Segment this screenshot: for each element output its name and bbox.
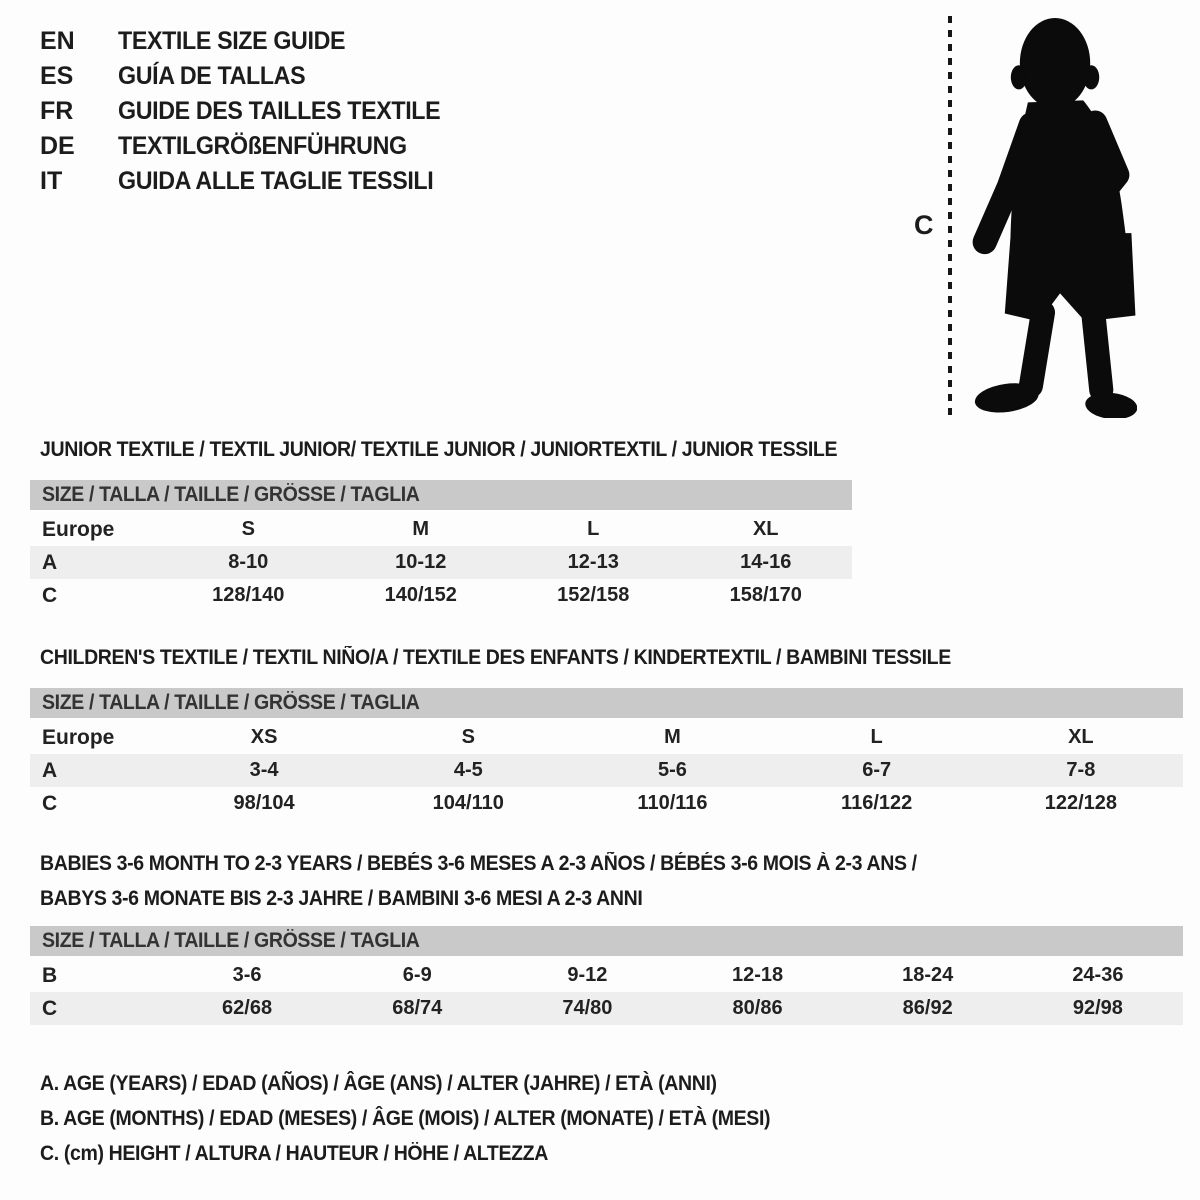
footnote-age-years-text: A. AGE (YEARS) / EDAD (AÑOS) / ÂGE (ANS)… [40, 1072, 717, 1095]
row-label-cell: B [42, 963, 58, 987]
row-label-cell: A [30, 754, 162, 787]
children-section-title-text: CHILDREN'S TEXTILE / TEXTIL NIÑO/A / TEX… [40, 646, 951, 669]
size-value-cell: 116/122 [841, 792, 913, 814]
size-value-cell: 140/152 [384, 584, 457, 606]
size-value-cell: 3-6 [232, 964, 262, 986]
table-row: Europe S M L XL [30, 512, 852, 547]
size-value-cell: 6-7 [774, 754, 979, 787]
size-value-cell: 10-12 [334, 546, 507, 579]
row-label-cell: Europe [42, 517, 115, 541]
table-row: B 3-6 6-9 9-12 12-18 18-24 24-36 [30, 958, 1183, 993]
size-header-cell: SIZE / TALLA / TAILLE / GRÖSSE / TAGLIA [30, 480, 852, 513]
children-size-table: SIZE / TALLA / TAILLE / GRÖSSE / TAGLIA E… [30, 688, 1183, 820]
language-row: FR GUIDE DES TAILLES TEXTILE [40, 94, 465, 129]
footnote-height-cm-text: C. (cm) HEIGHT / ALTURA / HAUTEUR / HÖHE… [40, 1142, 548, 1165]
junior-section-title-text: JUNIOR TEXTILE / TEXTIL JUNIOR/ TEXTILE … [40, 438, 838, 461]
language-row: EN TEXTILE SIZE GUIDE [40, 24, 465, 59]
guide-title: TEXTILE SIZE GUIDE [118, 27, 346, 55]
language-code: IT [40, 167, 63, 195]
size-value-cell: 24-36 [1072, 964, 1124, 986]
table-row: Europe XS S M L XL [30, 720, 1183, 755]
language-row: IT GUIDA ALLE TAGLIE TESSILI [40, 164, 465, 199]
toddler-silhouette-icon [972, 18, 1137, 418]
size-value-cell: 62/68 [162, 992, 333, 1025]
measurement-footnotes: A. AGE (YEARS) / EDAD (AÑOS) / ÂGE (ANS)… [40, 1066, 825, 1171]
table-row: C 128/140 140/152 152/158 158/170 [30, 579, 852, 612]
size-value-cell: 86/92 [842, 992, 1013, 1025]
size-value-cell: 14-16 [679, 546, 852, 579]
size-value-cell: 98/104 [233, 792, 295, 814]
size-value-cell: 80/86 [672, 992, 843, 1025]
size-value-cell: 92/98 [1012, 992, 1183, 1025]
guide-title: GUIDA ALLE TAGLIE TESSILI [118, 167, 434, 195]
size-value-cell: 18-24 [902, 964, 954, 986]
size-value-cell: 122/128 [1044, 792, 1118, 814]
size-value-cell: S [241, 518, 255, 540]
babies-section-title: BABIES 3-6 MONTH TO 2-3 YEARS / BEBÉS 3-… [40, 846, 983, 916]
row-label-cell: C [30, 992, 162, 1025]
language-code: ES [40, 62, 74, 90]
table-row: A 8-10 10-12 12-13 14-16 [30, 546, 852, 579]
size-value-cell: M [664, 726, 681, 748]
size-value-cell: L [870, 726, 883, 748]
babies-section-title-text: BABIES 3-6 MONTH TO 2-3 YEARS / BEBÉS 3-… [40, 852, 917, 910]
junior-size-table: SIZE / TALLA / TAILLE / GRÖSSE / TAGLIA E… [30, 480, 852, 612]
language-code: FR [40, 97, 74, 125]
size-value-cell: 104/110 [432, 792, 504, 814]
size-value-cell: 152/158 [557, 584, 630, 606]
size-value-cell: 128/140 [212, 584, 285, 606]
size-value-cell: 68/74 [332, 992, 503, 1025]
height-dashed-line [948, 16, 952, 416]
size-value-cell: 4-5 [366, 754, 571, 787]
footnote-height-cm: C. (cm) HEIGHT / ALTURA / HAUTEUR / HÖHE… [40, 1136, 825, 1171]
size-value-cell: M [412, 518, 430, 540]
size-header-cell: SIZE / TALLA / TAILLE / GRÖSSE / TAGLIA [30, 926, 1183, 959]
footnote-age-months: B. AGE (MONTHS) / EDAD (MESES) / ÂGE (MO… [40, 1101, 825, 1136]
size-value-cell: 8-10 [162, 546, 335, 579]
size-value-cell: 6-9 [402, 964, 432, 986]
language-row: ES GUÍA DE TALLAS [40, 59, 465, 94]
size-header-row: SIZE / TALLA / TAILLE / GRÖSSE / TAGLIA [30, 688, 1183, 721]
size-value-cell: 12-13 [507, 546, 680, 579]
language-row: DE TEXTILGRÖßENFÜHRUNG [40, 129, 465, 164]
size-value-cell: 74/80 [502, 992, 673, 1025]
size-value-cell: 12-18 [731, 964, 784, 986]
footnote-age-years: A. AGE (YEARS) / EDAD (AÑOS) / ÂGE (ANS)… [40, 1066, 825, 1101]
guide-title: GUIDE DES TAILLES TEXTILE [118, 97, 441, 125]
size-value-cell: S [461, 726, 475, 748]
language-title-list: EN TEXTILE SIZE GUIDE ES GUÍA DE TALLAS … [40, 24, 465, 199]
footnote-age-months-text: B. AGE (MONTHS) / EDAD (MESES) / ÂGE (MO… [40, 1107, 771, 1130]
children-section-title: CHILDREN'S TEXTILE / TEXTIL NIÑO/A / TEX… [40, 640, 1019, 675]
size-value-cell: XL [752, 518, 779, 540]
size-header-cell: SIZE / TALLA / TAILLE / GRÖSSE / TAGLIA [30, 688, 1183, 721]
table-row: C 62/68 68/74 74/80 80/86 86/92 92/98 [30, 992, 1183, 1025]
babies-size-table: SIZE / TALLA / TAILLE / GRÖSSE / TAGLIA B… [30, 926, 1183, 1025]
size-value-cell: 9-12 [567, 964, 608, 986]
language-code: DE [40, 132, 75, 160]
guide-title: GUÍA DE TALLAS [118, 62, 306, 90]
row-label-cell: A [30, 546, 162, 579]
size-value-cell: 110/116 [637, 792, 708, 814]
size-value-cell: 3-4 [162, 754, 367, 787]
row-label-cell: Europe [42, 725, 115, 749]
guide-title: TEXTILGRÖßENFÜHRUNG [118, 132, 407, 160]
size-header-row: SIZE / TALLA / TAILLE / GRÖSSE / TAGLIA [30, 926, 1183, 959]
row-label-cell: C [42, 583, 58, 607]
size-value-cell: XL [1068, 726, 1094, 748]
junior-section-title: JUNIOR TEXTILE / TEXTIL JUNIOR/ TEXTILE … [40, 432, 897, 467]
size-value-cell: 158/170 [729, 584, 802, 606]
table-row: C 98/104 104/110 110/116 116/122 122/128 [30, 787, 1183, 820]
size-value-cell: L [587, 518, 600, 540]
size-value-cell: 5-6 [570, 754, 775, 787]
size-header-row: SIZE / TALLA / TAILLE / GRÖSSE / TAGLIA [30, 480, 852, 513]
height-measure-label: C [914, 210, 934, 240]
size-value-cell: 7-8 [978, 754, 1183, 787]
row-label-cell: C [42, 791, 58, 815]
table-row: A 3-4 4-5 5-6 6-7 7-8 [30, 754, 1183, 787]
size-value-cell: XS [250, 726, 278, 748]
language-code: EN [40, 27, 75, 55]
